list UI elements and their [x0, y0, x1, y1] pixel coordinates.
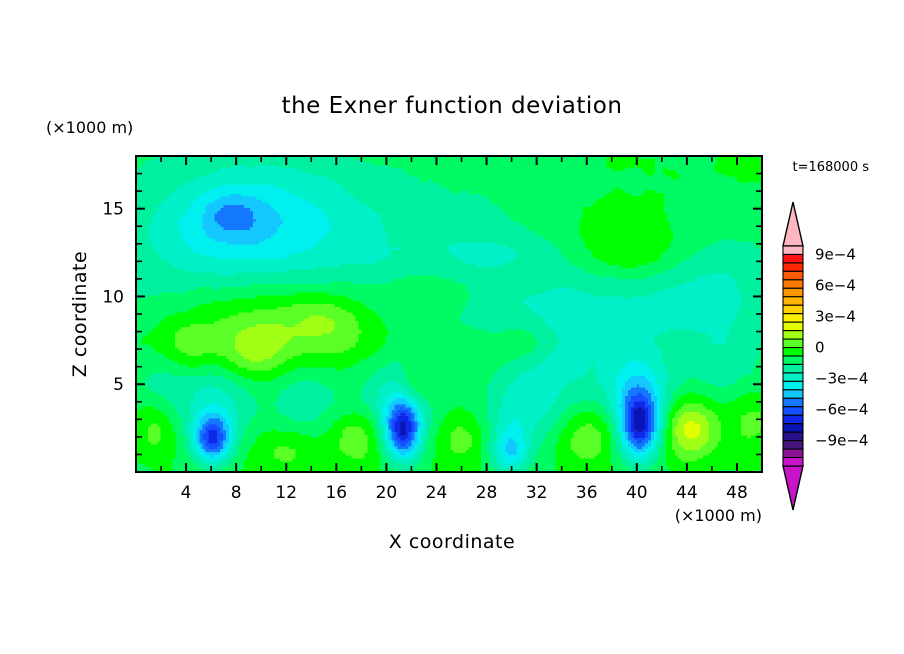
contour-band-region: [136, 156, 762, 472]
colorbar-band[interactable]: [782, 448, 804, 459]
colorbar-band[interactable]: [782, 414, 804, 425]
colorbar-tick-label: 6e−4: [815, 276, 856, 294]
colorbar-tick-label: 3e−4: [815, 308, 856, 326]
contour-band-region: [136, 156, 762, 472]
contour-band-region: [234, 315, 709, 450]
x-axis-ticks: 4 8 12 16 20 24 28 32 36 40 44 48: [160, 156, 748, 503]
colorbar-band[interactable]: [782, 313, 804, 323]
x-tick-label: 48: [726, 483, 748, 503]
colorbar-band[interactable]: [782, 287, 804, 298]
contour-band-region: [198, 204, 655, 453]
colorbar-band[interactable]: [782, 296, 804, 306]
y-tick-label: 10: [102, 287, 124, 307]
colorbar-band[interactable]: [782, 253, 804, 264]
colorbar-band[interactable]: [782, 270, 804, 281]
contour-band-region: [684, 420, 700, 439]
colorbar-band[interactable]: [782, 406, 804, 416]
x-axis-title: X coordinate: [389, 531, 515, 553]
colorbar-tick-label: 9e−4: [815, 245, 856, 263]
colorbar-band[interactable]: [782, 389, 804, 399]
colorbar-tick-label: −3e−4: [815, 370, 868, 388]
time-annotation: t=168000 s: [792, 160, 869, 175]
x-tick-label: 24: [426, 483, 448, 503]
colorbar-band[interactable]: [782, 346, 804, 357]
y-axis-title: Z coordinate: [69, 251, 91, 377]
colorbar-band[interactable]: [782, 245, 804, 256]
colorbar-tick-label: −9e−4: [815, 432, 868, 450]
colorbar-band[interactable]: [782, 380, 804, 391]
colorbar-band[interactable]: [782, 355, 804, 366]
colorbar-band[interactable]: [782, 338, 804, 349]
colorbar-band[interactable]: [782, 397, 804, 408]
y-tick-label: 15: [102, 200, 124, 220]
x-tick-label: 16: [325, 483, 347, 503]
contour-band-region: [136, 156, 762, 472]
y-axis-unit-label: (×1000 m): [46, 118, 133, 137]
colorbar-band[interactable]: [782, 423, 804, 433]
colorbar-band[interactable]: [782, 304, 804, 315]
x-tick-label: 40: [626, 483, 648, 503]
figure-title: the Exner function deviation: [282, 93, 623, 119]
x-tick-label: 28: [476, 483, 498, 503]
colorbar-band[interactable]: [782, 330, 804, 340]
contour-field: [136, 156, 762, 472]
x-tick-label: 4: [181, 483, 192, 503]
colorbar-tick-label: −6e−4: [815, 401, 868, 419]
x-tick-label: 32: [526, 483, 548, 503]
x-tick-label: 44: [676, 483, 698, 503]
colorbar-band[interactable]: [782, 456, 804, 467]
colorbar[interactable]: 9e−4 6e−4 3e−4 0 −3e−4 −6e−4 −9e−4: [782, 201, 868, 511]
colorbar-band[interactable]: [782, 262, 804, 272]
x-tick-label: 12: [275, 483, 297, 503]
x-tick-label: 36: [576, 483, 598, 503]
x-axis-unit-label: (×1000 m): [675, 506, 762, 525]
y-tick-label: 5: [113, 375, 124, 395]
colorbar-band[interactable]: [782, 279, 804, 289]
y-axis-ticks: 5 10 15: [102, 172, 762, 456]
x-tick-label: 20: [376, 483, 398, 503]
colorbar-band[interactable]: [782, 321, 804, 332]
x-tick-label: 8: [231, 483, 242, 503]
contour-band-region: [147, 304, 762, 462]
colorbar-band[interactable]: [782, 372, 804, 382]
contour-band-region: [147, 164, 742, 470]
colorbar-band[interactable]: [782, 363, 804, 374]
colorbar-band[interactable]: [782, 440, 804, 450]
colorbar-band[interactable]: [782, 431, 804, 442]
colorbar-tick-label: 0: [815, 339, 825, 357]
